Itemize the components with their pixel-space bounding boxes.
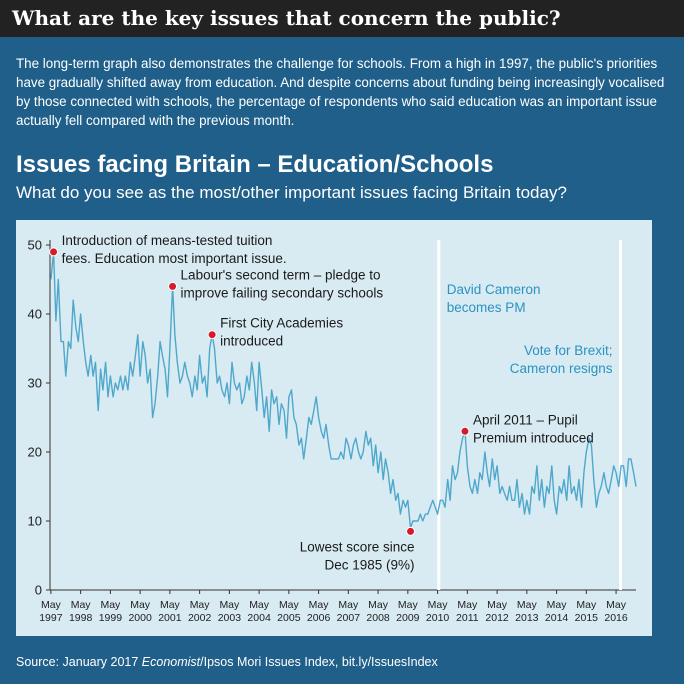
- x-tick-year-label: 2006: [307, 612, 331, 624]
- x-tick-year-label: 2011: [456, 612, 479, 624]
- x-tick-year-label: 1998: [69, 612, 93, 624]
- x-tick-year-label: 2010: [426, 612, 450, 624]
- event-label: Cameron resigns: [510, 361, 613, 376]
- x-tick-month-label: May: [338, 599, 359, 611]
- x-tick-year-label: 2013: [515, 612, 539, 624]
- x-tick-month-label: May: [547, 599, 568, 611]
- event-label: Vote for Brexit;: [524, 343, 613, 358]
- x-tick-month-label: May: [219, 599, 240, 611]
- x-tick-month-label: May: [130, 599, 151, 611]
- chart-panel: 0 10 20 30 40 50 May 1997 May 1998 May 1999 May 2000 M…: [16, 220, 652, 636]
- x-tick-month-label: May: [71, 599, 92, 611]
- x-tick-month-label: May: [41, 599, 62, 611]
- x-tick-year-label: 2001: [158, 612, 182, 624]
- header-bar: What are the key issues that concern the…: [0, 0, 684, 37]
- x-tick-year-label: 2015: [575, 612, 599, 624]
- annotation-label: First City Academies: [220, 316, 343, 331]
- x-tick-month-label: May: [368, 599, 389, 611]
- annotation-label: improve failing secondary schools: [181, 285, 384, 300]
- source-note: Source: January 2017 Economist/Ipsos Mor…: [16, 655, 438, 669]
- source-publication: Economist: [141, 655, 201, 669]
- x-tick-month-label: May: [249, 599, 270, 611]
- x-tick-year-label: 2005: [277, 612, 301, 624]
- x-tick-year-label: 2004: [247, 612, 271, 624]
- x-tick-year-label: 2007: [337, 612, 361, 624]
- x-tick-month-label: May: [160, 599, 181, 611]
- event-label: David Cameron: [447, 282, 541, 297]
- y-tick-label: 20: [28, 445, 42, 460]
- annotation-label: Labour's second term – pledge to: [181, 267, 381, 282]
- y-tick-label: 30: [28, 376, 42, 391]
- annotation-label: Lowest score since: [300, 539, 415, 554]
- annotation-marker: [207, 330, 217, 340]
- x-tick-year-label: 1997: [39, 612, 63, 624]
- x-tick-month-label: May: [190, 599, 211, 611]
- annotation-label: introduced: [220, 334, 283, 349]
- x-tick-year-label: 2003: [218, 612, 242, 624]
- annotation-label: Dec 1985 (9%): [324, 557, 414, 572]
- x-tick-month-label: May: [398, 599, 419, 611]
- x-tick-year-label: 1999: [99, 612, 123, 624]
- x-tick-year-label: 2009: [396, 612, 420, 624]
- annotation-label: fees. Education most important issue.: [62, 251, 287, 266]
- x-tick-year-label: 2000: [128, 612, 152, 624]
- series-line: [50, 251, 637, 529]
- annotation-label: April 2011 – Pupil: [473, 412, 578, 427]
- x-tick-year-label: 2002: [188, 612, 212, 624]
- x-tick-month-label: May: [309, 599, 330, 611]
- x-tick-month-label: May: [487, 599, 508, 611]
- line-chart: 01020304050May1997May1998May1999May2000M…: [28, 233, 637, 624]
- page-title: What are the key issues that concern the…: [12, 6, 561, 30]
- x-tick-year-label: 2016: [604, 612, 628, 624]
- x-tick-month-label: May: [100, 599, 121, 611]
- x-tick-month-label: May: [606, 599, 627, 611]
- y-tick-label: 0: [35, 583, 42, 598]
- annotation-marker: [168, 281, 178, 291]
- y-tick-label: 50: [28, 238, 42, 253]
- x-tick-month-label: May: [428, 599, 449, 611]
- chart-title: Issues facing Britain – Education/School…: [16, 151, 494, 178]
- x-tick-year-label: 2012: [485, 612, 509, 624]
- chart-subtitle: What do you see as the most/other import…: [16, 183, 567, 202]
- intro-paragraph: The long-term graph also demonstrates th…: [16, 56, 665, 128]
- y-tick-label: 10: [28, 514, 42, 529]
- x-tick-month-label: May: [517, 599, 538, 611]
- annotation-marker: [406, 526, 416, 536]
- annotation-marker: [49, 247, 59, 257]
- annotation-label: Introduction of means-tested tuition: [62, 233, 273, 248]
- x-tick-month-label: May: [457, 599, 478, 611]
- x-tick-month-label: May: [576, 599, 597, 611]
- annotation-marker: [460, 426, 470, 436]
- event-label: becomes PM: [447, 300, 526, 315]
- x-tick-month-label: May: [279, 599, 300, 611]
- annotation-label: Premium introduced: [473, 430, 594, 445]
- y-tick-label: 40: [28, 307, 42, 322]
- x-tick-year-label: 2014: [545, 612, 569, 624]
- source-suffix: /Ipsos Mori Issues Index, bit.ly/IssuesI…: [200, 655, 438, 669]
- x-tick-year-label: 2008: [366, 612, 390, 624]
- source-prefix: Source: January 2017: [16, 655, 142, 669]
